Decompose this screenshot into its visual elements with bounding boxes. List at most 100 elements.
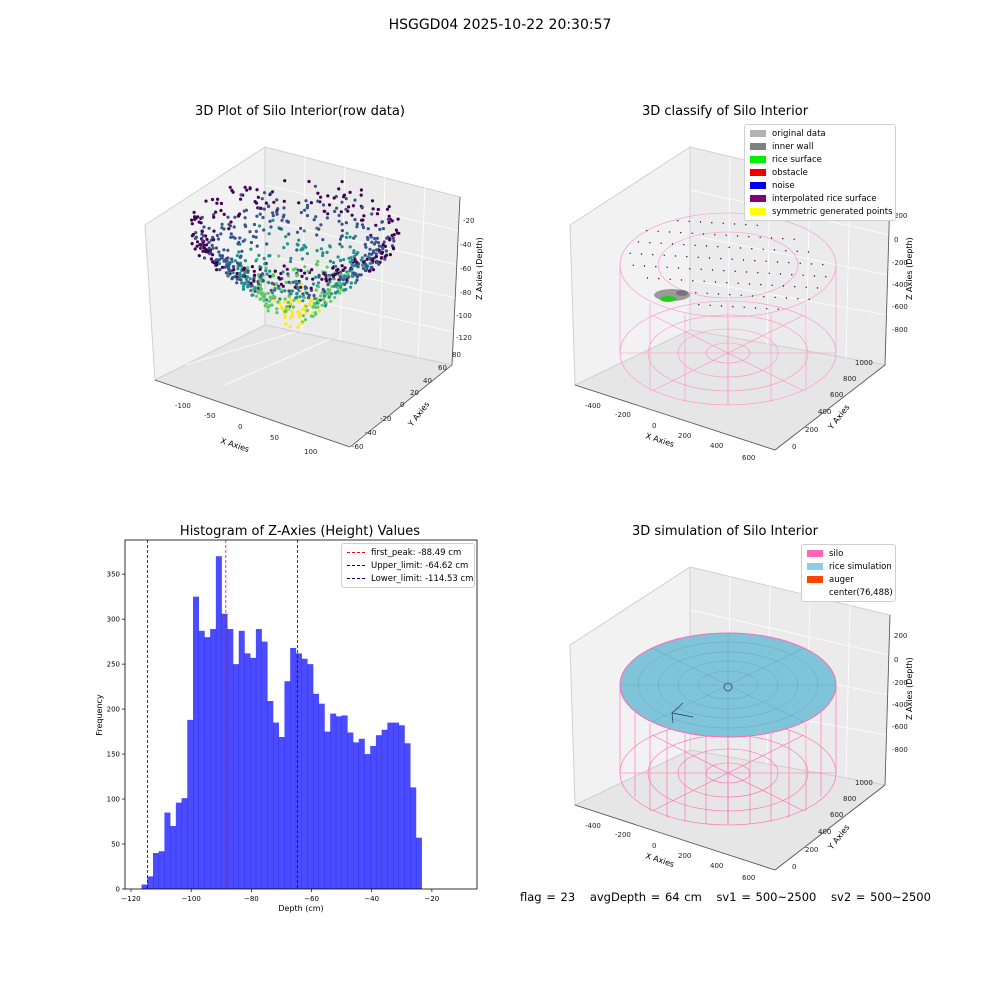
plot2-dot — [745, 224, 747, 226]
plot1-point — [347, 256, 351, 260]
plot1-y-axis — [349, 364, 453, 448]
plot1-point — [217, 250, 221, 254]
plot1-point — [320, 303, 324, 307]
legend-item-symmetric-generated-points: symmetric generated points — [745, 205, 895, 218]
plot1-y-tick: 40 — [423, 377, 432, 385]
plot1-point — [266, 309, 270, 313]
plot1-point — [372, 242, 377, 246]
plot3-y-tick: 400 — [818, 828, 831, 836]
plot1-point — [222, 227, 226, 231]
plot1-point — [359, 188, 363, 192]
plot1-point — [283, 312, 287, 316]
plot1-point — [282, 206, 286, 210]
plot1-point — [195, 244, 199, 248]
plot2-dot — [699, 221, 702, 223]
histogram-chart: −120 −100 −80 −60 −40 −20 0 50 100 150 200 250 300 3… — [95, 539, 478, 913]
plot1-point — [305, 206, 309, 210]
plot1-x-tick: 100 — [304, 448, 317, 456]
plot2-dot — [706, 292, 708, 294]
plot1-point — [222, 212, 226, 216]
plot1-point — [205, 237, 209, 241]
plot1-point — [341, 282, 345, 286]
plot1-point — [299, 282, 304, 286]
plot1-point — [312, 218, 316, 222]
plot1-point — [256, 195, 260, 199]
plot1-point — [235, 281, 239, 285]
plot2-x-tick: 0 — [652, 422, 656, 430]
plot1-point — [390, 233, 394, 238]
plot1-point — [193, 247, 197, 251]
plot1-point — [239, 193, 243, 197]
plot2-dot — [720, 258, 722, 260]
plot1-point — [241, 274, 245, 278]
plot1-point — [350, 267, 354, 271]
plot1-point — [257, 253, 261, 257]
plot1-point — [272, 200, 276, 204]
plot1-point — [279, 282, 283, 286]
plot2-y-axis — [774, 364, 886, 451]
plot2-dot — [658, 278, 660, 280]
plot1-point — [262, 228, 266, 232]
histogram-bar — [215, 556, 222, 889]
plot1-point — [305, 214, 310, 218]
plot2-dot — [714, 281, 717, 283]
plot1-point — [299, 268, 303, 273]
plot1-point — [285, 242, 290, 246]
plot2-dot — [708, 257, 711, 259]
plot1-point — [308, 299, 313, 303]
plot1-point — [230, 257, 234, 261]
plot1-point — [235, 271, 239, 276]
plot2-z-tick: -200 — [892, 259, 908, 267]
plot1-point — [195, 240, 200, 244]
legend-item-original-data: original data — [745, 127, 895, 140]
plot1-point — [283, 179, 287, 183]
plot1-point — [338, 242, 342, 246]
plot1-point — [196, 215, 200, 219]
plot1-point — [288, 259, 293, 264]
plot1-point — [281, 270, 285, 274]
plot2-dot — [740, 294, 742, 296]
histogram-bar — [330, 713, 337, 889]
plot1-point — [326, 212, 330, 216]
plot1-point — [237, 262, 241, 266]
plot3-legend: silo rice simulation auger center(76,488… — [801, 544, 896, 602]
plot1-point — [295, 274, 299, 278]
plot1-point — [246, 266, 250, 270]
plot1-point — [267, 299, 271, 303]
plot1-point — [271, 218, 275, 222]
plot1-point — [268, 219, 272, 223]
plot1-point — [319, 223, 323, 227]
plot1-point — [361, 263, 365, 267]
plot2-dot — [788, 262, 790, 264]
plot1-point — [331, 266, 335, 270]
plot2-dot — [646, 277, 649, 279]
histogram-bar — [198, 630, 205, 889]
plot1-point — [303, 208, 307, 212]
histogram-bar — [210, 629, 217, 889]
plot1-point — [328, 280, 332, 284]
plot1-point — [231, 265, 235, 269]
plot2-dot — [810, 263, 813, 265]
plot1-point — [212, 229, 216, 233]
plot1-point — [305, 252, 309, 256]
plot1-point — [218, 268, 222, 272]
plot1-point — [263, 292, 267, 296]
plot1-point — [291, 305, 295, 309]
plot2-dot — [703, 280, 705, 282]
plot1-point — [294, 267, 298, 271]
plot1-point — [268, 254, 272, 258]
plot1-point — [264, 266, 268, 270]
plot1-point — [306, 269, 310, 273]
plot1-point — [245, 279, 249, 283]
plot1-point — [238, 255, 242, 259]
plot1-point — [284, 322, 288, 326]
plot1-point — [215, 258, 219, 262]
plot1-point — [286, 304, 290, 309]
sv1-value: sv1 = 500~2500 — [716, 890, 817, 904]
plot2-dot — [717, 293, 720, 295]
plot1-point — [350, 258, 354, 263]
plot1-point — [299, 321, 303, 326]
plot2-dot — [680, 279, 683, 281]
plot1-x-tick: 0 — [238, 423, 242, 431]
plot1-point — [315, 263, 319, 267]
